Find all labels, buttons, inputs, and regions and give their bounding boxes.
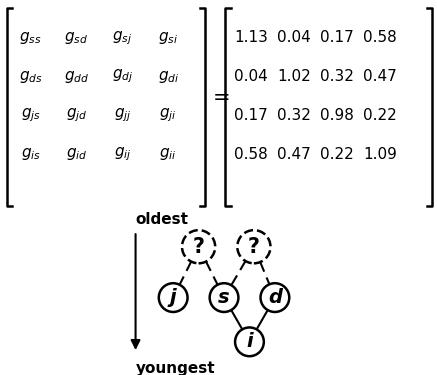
Text: $g_{ji}$: $g_{ji}$: [160, 107, 177, 124]
Circle shape: [235, 327, 264, 356]
Text: 0.32: 0.32: [320, 69, 354, 84]
Text: $=$: $=$: [208, 86, 229, 106]
Text: 0.22: 0.22: [320, 147, 354, 162]
Text: $g_{si}$: $g_{si}$: [158, 30, 178, 46]
Text: oldest: oldest: [135, 212, 189, 227]
Text: $g_{ij}$: $g_{ij}$: [114, 146, 131, 163]
Circle shape: [182, 230, 215, 263]
Text: 0.47: 0.47: [363, 69, 397, 84]
Text: ?: ?: [248, 237, 260, 257]
Text: $g_{js}$: $g_{js}$: [21, 107, 41, 124]
Text: d: d: [268, 288, 282, 307]
Text: $g_{dj}$: $g_{dj}$: [112, 68, 133, 86]
Text: $g_{ds}$: $g_{ds}$: [19, 69, 42, 85]
Text: 0.17: 0.17: [320, 30, 354, 45]
Text: 0.58: 0.58: [234, 147, 268, 162]
Text: 0.58: 0.58: [363, 30, 397, 45]
Circle shape: [210, 283, 239, 312]
Circle shape: [260, 283, 289, 312]
Text: i: i: [246, 332, 253, 351]
Text: 1.13: 1.13: [234, 30, 268, 45]
Text: 0.47: 0.47: [277, 147, 311, 162]
Text: $g_{sd}$: $g_{sd}$: [64, 30, 89, 46]
Circle shape: [159, 283, 187, 312]
Text: $g_{sj}$: $g_{sj}$: [112, 29, 132, 46]
Text: $g_{id}$: $g_{id}$: [66, 146, 87, 162]
Text: ?: ?: [193, 237, 205, 257]
Text: $g_{jd}$: $g_{jd}$: [66, 107, 87, 124]
Text: 0.04: 0.04: [234, 69, 268, 84]
Text: 1.09: 1.09: [363, 147, 397, 162]
Text: 0.22: 0.22: [363, 108, 397, 123]
Text: 0.32: 0.32: [277, 108, 311, 123]
Text: 0.17: 0.17: [234, 108, 268, 123]
Text: $g_{ii}$: $g_{ii}$: [160, 146, 177, 162]
Text: s: s: [218, 288, 230, 307]
Text: j: j: [170, 288, 177, 307]
Text: 1.02: 1.02: [277, 69, 311, 84]
Text: youngest: youngest: [135, 361, 215, 375]
Text: 0.04: 0.04: [277, 30, 311, 45]
Text: $g_{dd}$: $g_{dd}$: [64, 69, 89, 85]
Text: $g_{ss}$: $g_{ss}$: [19, 30, 42, 46]
Circle shape: [237, 230, 271, 263]
Text: $g_{jj}$: $g_{jj}$: [114, 107, 131, 124]
Text: $g_{is}$: $g_{is}$: [21, 146, 41, 162]
Text: 0.98: 0.98: [320, 108, 354, 123]
Text: $g_{di}$: $g_{di}$: [158, 69, 179, 85]
